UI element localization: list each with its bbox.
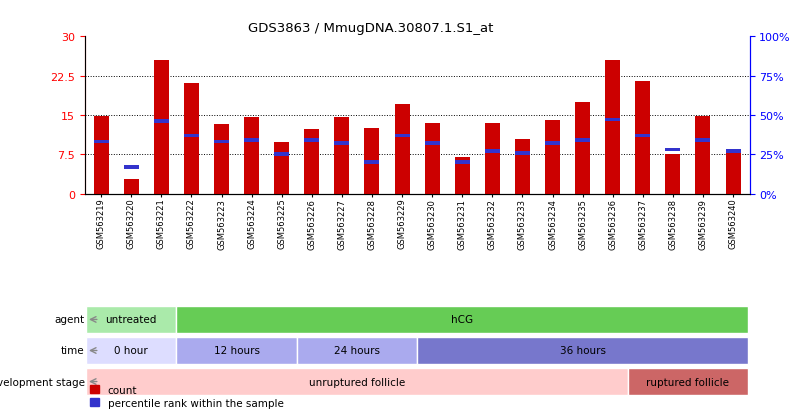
Bar xyxy=(635,82,650,194)
Bar xyxy=(605,119,620,122)
Bar xyxy=(124,180,139,194)
Bar xyxy=(305,139,319,142)
Bar xyxy=(418,337,748,364)
Bar xyxy=(665,155,680,194)
Bar xyxy=(184,134,199,138)
Bar xyxy=(696,117,710,194)
Text: 24 hours: 24 hours xyxy=(334,346,380,356)
Bar xyxy=(605,61,620,194)
Bar xyxy=(364,129,380,194)
Bar xyxy=(635,134,650,138)
Bar xyxy=(154,61,169,194)
Bar xyxy=(184,84,199,194)
Bar xyxy=(515,139,530,194)
Bar xyxy=(177,306,748,333)
Bar xyxy=(484,150,500,154)
Bar xyxy=(334,142,350,146)
Text: 36 hours: 36 hours xyxy=(559,346,605,356)
Bar xyxy=(725,150,741,154)
Text: agent: agent xyxy=(55,315,85,325)
Bar xyxy=(575,102,590,194)
Text: development stage: development stage xyxy=(0,377,85,387)
Bar xyxy=(395,105,409,194)
Bar xyxy=(725,150,741,194)
Bar xyxy=(86,306,177,333)
Bar xyxy=(334,118,350,194)
Bar xyxy=(244,118,260,194)
Bar xyxy=(86,368,628,395)
Bar xyxy=(484,123,500,194)
Text: time: time xyxy=(61,346,85,356)
Bar xyxy=(575,139,590,142)
Bar xyxy=(364,161,380,164)
Bar xyxy=(274,143,289,194)
Bar xyxy=(515,152,530,155)
Bar xyxy=(305,130,319,194)
Bar xyxy=(244,139,260,142)
Bar xyxy=(425,142,439,146)
Text: 0 hour: 0 hour xyxy=(114,346,148,356)
Bar xyxy=(425,123,439,194)
Bar xyxy=(395,134,409,138)
Text: untreated: untreated xyxy=(106,315,157,325)
Bar xyxy=(628,368,748,395)
Bar xyxy=(154,120,169,124)
Bar xyxy=(86,337,177,364)
Text: unruptured follicle: unruptured follicle xyxy=(309,377,405,387)
Bar xyxy=(545,121,560,194)
Text: hCG: hCG xyxy=(451,315,473,325)
Bar xyxy=(696,139,710,142)
Bar xyxy=(545,142,560,146)
Bar xyxy=(177,337,297,364)
Bar xyxy=(124,166,139,169)
Bar xyxy=(297,337,418,364)
Bar xyxy=(214,140,229,144)
Bar xyxy=(93,117,109,194)
Bar xyxy=(455,157,470,194)
Bar xyxy=(274,153,289,157)
Bar xyxy=(455,161,470,164)
Text: ruptured follicle: ruptured follicle xyxy=(646,377,729,387)
Bar xyxy=(214,125,229,194)
Text: 12 hours: 12 hours xyxy=(214,346,260,356)
Bar xyxy=(93,140,109,144)
Legend: count, percentile rank within the sample: count, percentile rank within the sample xyxy=(89,385,284,408)
Title: GDS3863 / MmugDNA.30807.1.S1_at: GDS3863 / MmugDNA.30807.1.S1_at xyxy=(248,21,493,35)
Bar xyxy=(665,148,680,152)
